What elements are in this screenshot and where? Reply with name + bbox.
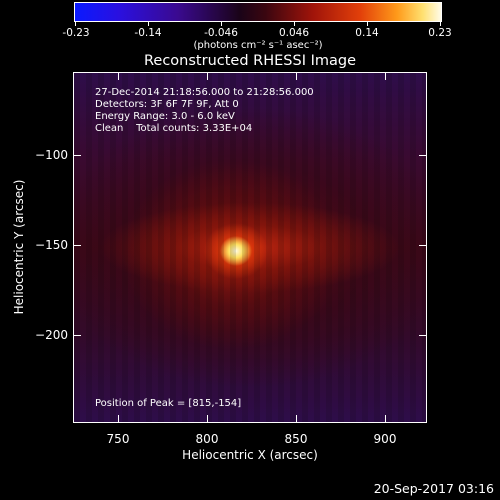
x-tick-label: 850 xyxy=(284,432,308,446)
y-tick xyxy=(74,335,81,336)
y-tick xyxy=(419,335,426,336)
colorbar-label: -0.23 xyxy=(62,27,90,39)
x-tick xyxy=(207,73,208,80)
colorbar-tick xyxy=(221,21,222,26)
colorbar-label: 0.23 xyxy=(428,27,452,39)
colorbar-label: -0.14 xyxy=(134,27,162,39)
info-time: 27-Dec-2014 21:18:56.000 to 21:28:56.000 xyxy=(95,87,314,98)
x-tick-label: 900 xyxy=(373,432,397,446)
rhessi-image xyxy=(74,73,426,422)
y-tick-label: −150 xyxy=(35,238,68,252)
colorbar-tick xyxy=(440,21,441,26)
image-title: Reconstructed RHESSI Image xyxy=(143,53,357,69)
colorbar-label: 0.14 xyxy=(355,27,379,39)
x-tick xyxy=(385,73,386,80)
colorbar-label: 0.046 xyxy=(278,27,310,39)
peak-position: Position of Peak = [815,-154] xyxy=(95,398,242,409)
info-detectors: Detectors: 3F 6F 7F 9F, Att 0 xyxy=(95,99,239,110)
generated-timestamp: 20-Sep-2017 03:16 xyxy=(373,481,494,496)
colorbar xyxy=(74,2,442,22)
y-tick-label: −200 xyxy=(35,328,68,342)
y-tick xyxy=(419,245,426,246)
x-tick-label: 750 xyxy=(106,432,130,446)
y-axis-title: Heliocentric Y (arcsec) xyxy=(12,179,26,315)
plot-area xyxy=(73,72,427,423)
info-clean: Clean Total counts: 3.33E+04 xyxy=(95,123,253,134)
x-axis-title: Heliocentric X (arcsec) xyxy=(182,448,318,462)
colorbar-label: -0.046 xyxy=(204,27,238,39)
colorbar-tick xyxy=(75,21,76,26)
image-texture xyxy=(74,73,426,422)
x-tick xyxy=(385,415,386,422)
x-tick-label: 800 xyxy=(195,432,219,446)
colorbar-tick xyxy=(367,21,368,26)
y-tick xyxy=(74,245,81,246)
x-tick xyxy=(118,415,119,422)
y-tick-label: −100 xyxy=(35,148,68,162)
info-energy: Energy Range: 3.0 - 6.0 keV xyxy=(95,111,235,122)
x-tick xyxy=(296,415,297,422)
colorbar-tick xyxy=(148,21,149,26)
x-tick xyxy=(207,415,208,422)
colorbar-units: (photons cm⁻² s⁻¹ asec⁻²) xyxy=(193,40,323,51)
x-tick xyxy=(118,73,119,80)
y-tick xyxy=(419,155,426,156)
x-tick xyxy=(296,73,297,80)
colorbar-tick xyxy=(294,21,295,26)
y-tick xyxy=(74,155,81,156)
